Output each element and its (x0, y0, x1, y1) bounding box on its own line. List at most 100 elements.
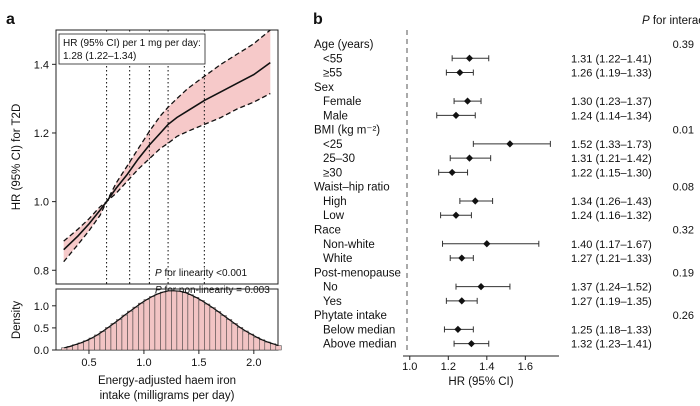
hr-point (465, 154, 474, 162)
group-label: BMI (kg m⁻²) (314, 125, 380, 137)
p-interaction-value: 0.26 (673, 310, 694, 322)
density-bar (160, 291, 167, 351)
hr-ci-text: 1.32 (1.23–1.41) (571, 339, 652, 351)
panel-a-letter: a (6, 11, 15, 28)
subgroup-label: 25–30 (323, 153, 355, 165)
density-bar (127, 310, 134, 351)
p-interaction-value: 0.01 (673, 125, 694, 137)
density-y-tick-label: 0.5 (34, 323, 49, 335)
density-bar (94, 334, 101, 351)
group-label: Sex (314, 82, 334, 94)
density-y-tick-label: 0.0 (34, 345, 49, 357)
hr-point (506, 140, 514, 148)
hr-ci-text: 1.30 (1.23–1.37) (571, 96, 652, 108)
hr-ci-text: 1.52 (1.33–1.73) (571, 139, 652, 151)
density-bar (275, 345, 282, 351)
density-bar (209, 307, 216, 351)
hr-ci-text: 1.25 (1.18–1.33) (571, 324, 652, 336)
forest-x-tick-label: 1.6 (518, 361, 533, 373)
density-curve (64, 290, 279, 349)
panel-a-frame (55, 29, 279, 285)
x-tick-label: 0.5 (81, 357, 96, 369)
density-bar (83, 340, 90, 351)
top-y-tick-label: 1.2 (34, 128, 49, 140)
density-bar (231, 323, 238, 351)
hr-point (454, 325, 462, 333)
annotation-box (58, 33, 206, 65)
density-y-axis: 0.0 0.5 1.0 (34, 301, 56, 357)
p-interaction-value: 0.08 (673, 182, 694, 194)
p-interaction-value: 0.32 (673, 225, 694, 237)
density-bar (171, 290, 178, 351)
density-bar (248, 333, 255, 351)
hr-point (458, 254, 466, 262)
density-bar (242, 330, 249, 351)
hr-ci-text: 1.31 (1.22–1.41) (571, 53, 652, 65)
group-label: Post-menopause (314, 267, 401, 279)
group-label: Race (314, 225, 341, 237)
density-bar (154, 293, 161, 351)
p-nonlinearity: P for non-linearity = 0.003 (155, 285, 270, 296)
ci-band (63, 30, 271, 262)
x-label-line-1: Energy-adjusted haem iron (98, 375, 236, 387)
hr-ci-text: 1.26 (1.19–1.33) (571, 68, 652, 80)
density-y-label: Density (11, 301, 23, 340)
hr-ci-text: 1.24 (1.16–1.32) (571, 210, 652, 222)
subgroup-label: ≥55 (323, 68, 342, 80)
density-bar (259, 339, 266, 351)
density-bar (193, 297, 200, 351)
x-tick-label: 2.0 (246, 357, 261, 369)
top-y-axis: 0.8 1.0 1.2 1.4 (34, 59, 56, 277)
forest-rows: Age (years) 0.39 <55 1.31 (1.22–1.41) ≥55 1.2… (314, 39, 694, 351)
density-bar (61, 347, 68, 351)
top-y-tick-label: 1.4 (34, 59, 49, 71)
density-bar (182, 292, 189, 351)
hr-ci-text: 1.31 (1.21–1.42) (571, 153, 652, 165)
top-y-label: HR (95% CI) for T2D (11, 104, 23, 211)
density-bar (226, 319, 233, 351)
p-interaction-header: P for interaction (642, 15, 700, 27)
p-interaction-value: 0.39 (673, 39, 694, 51)
density-bar (116, 319, 123, 351)
forest-x-tick-label: 1.4 (479, 361, 494, 373)
density-bar (198, 300, 205, 351)
density-y-tick-label: 1.0 (34, 301, 49, 313)
x-label-line-2: intake (milligrams per day) (100, 390, 235, 402)
forest-x-tick-label: 1.0 (402, 361, 417, 373)
subgroup-label: Low (323, 210, 345, 222)
hr-ci-text: 1.40 (1.17–1.67) (571, 239, 652, 251)
subgroup-label: ≥30 (323, 167, 342, 179)
subgroup-label: <55 (323, 53, 343, 65)
p-linearity: P for linearity <0.001 (155, 268, 247, 279)
hr-point (467, 340, 476, 348)
annotation-line-1: HR (95% CI) per 1 mg per day: (63, 38, 201, 49)
hr-point (456, 68, 464, 77)
forest-x-axis: 1.0 1.2 1.4 1.6 (402, 356, 533, 373)
subgroup-label: Yes (323, 296, 342, 308)
group-label: Phytate intake (314, 310, 387, 322)
top-y-tick-label: 1.0 (34, 197, 49, 209)
hr-point (483, 240, 491, 248)
density-bar (88, 337, 95, 351)
annotation-line-2: 1.28 (1.22–1.34) (63, 51, 136, 62)
hr-ci-text: 1.27 (1.19–1.35) (571, 296, 652, 308)
subgroup-label: Male (323, 110, 348, 122)
density-bar (176, 290, 183, 351)
subgroup-label: No (323, 282, 338, 294)
density-bar (132, 306, 139, 351)
density-bar (204, 303, 211, 351)
subgroup-label: Female (323, 96, 361, 108)
hr-point (458, 297, 466, 305)
subgroup-label: <25 (323, 139, 343, 151)
hr-ci-text: 1.22 (1.15–1.30) (571, 167, 652, 179)
hr-ci-text: 1.27 (1.21–1.33) (571, 253, 652, 265)
density-bar (99, 331, 106, 351)
density-bar (138, 302, 145, 351)
density-bar (220, 315, 227, 351)
panel-b-letter: b (313, 11, 323, 28)
upper-ci-line (63, 30, 271, 242)
forest-x-tick-label: 1.2 (441, 361, 456, 373)
hr-point (452, 211, 460, 219)
density-bar (237, 327, 244, 351)
